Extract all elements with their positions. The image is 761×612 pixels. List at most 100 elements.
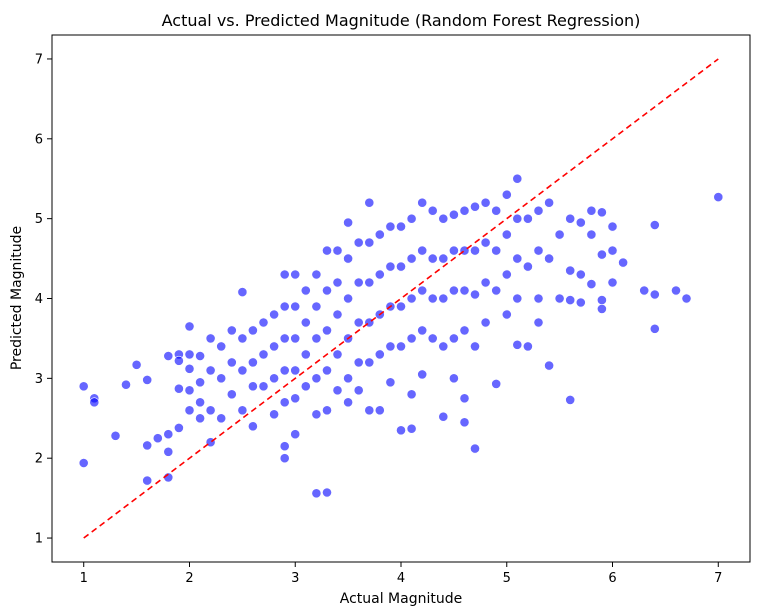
data-point bbox=[523, 213, 533, 224]
data-point bbox=[300, 349, 311, 360]
data-point bbox=[396, 301, 406, 312]
data-point bbox=[470, 201, 480, 212]
data-point bbox=[343, 373, 353, 384]
data-point bbox=[459, 205, 470, 216]
data-point bbox=[491, 205, 502, 216]
data-point bbox=[512, 173, 523, 184]
data-point bbox=[364, 405, 375, 416]
data-points bbox=[78, 173, 724, 499]
data-point bbox=[195, 413, 205, 424]
data-point bbox=[374, 269, 385, 280]
data-point bbox=[607, 277, 618, 288]
data-point bbox=[279, 441, 290, 452]
data-point bbox=[417, 245, 428, 256]
data-point bbox=[427, 333, 438, 344]
data-point bbox=[258, 381, 269, 392]
data-point bbox=[78, 458, 89, 468]
data-point bbox=[406, 293, 417, 304]
data-point bbox=[417, 369, 428, 380]
data-point bbox=[554, 293, 565, 304]
data-point bbox=[311, 409, 322, 420]
data-point bbox=[269, 409, 279, 420]
data-point bbox=[216, 341, 227, 352]
data-point bbox=[575, 269, 586, 280]
data-point bbox=[300, 317, 311, 328]
data-point bbox=[406, 333, 417, 344]
data-point bbox=[448, 245, 459, 256]
y-tick-label: 5 bbox=[35, 212, 43, 227]
y-tick-label: 1 bbox=[35, 532, 43, 547]
data-point bbox=[459, 417, 470, 428]
data-point bbox=[279, 365, 290, 376]
data-point bbox=[575, 217, 586, 228]
data-point bbox=[491, 378, 502, 389]
data-point bbox=[544, 253, 554, 264]
y-tick-label: 4 bbox=[35, 292, 43, 307]
data-point bbox=[565, 394, 576, 405]
data-point bbox=[512, 339, 523, 350]
data-point bbox=[269, 309, 279, 320]
data-point bbox=[322, 245, 332, 256]
data-point bbox=[480, 317, 491, 328]
data-point bbox=[649, 220, 660, 230]
data-point bbox=[470, 289, 480, 300]
data-point bbox=[501, 229, 512, 240]
data-point bbox=[533, 317, 544, 328]
data-point bbox=[142, 440, 153, 451]
data-point bbox=[343, 293, 353, 304]
data-point bbox=[184, 405, 195, 416]
data-point bbox=[269, 341, 279, 352]
data-point bbox=[353, 277, 364, 288]
data-point bbox=[448, 285, 459, 296]
data-point bbox=[417, 285, 428, 296]
data-point bbox=[427, 293, 438, 304]
data-point bbox=[364, 277, 375, 288]
data-point bbox=[205, 405, 216, 416]
data-point bbox=[311, 373, 322, 384]
data-point bbox=[396, 221, 406, 232]
data-point bbox=[343, 253, 353, 264]
data-point bbox=[713, 192, 724, 202]
data-point bbox=[311, 301, 322, 312]
data-point bbox=[459, 325, 470, 336]
data-point bbox=[649, 289, 660, 300]
y-tick-label: 3 bbox=[35, 372, 43, 387]
data-point bbox=[163, 429, 174, 440]
data-point bbox=[247, 357, 258, 368]
data-point bbox=[226, 357, 237, 368]
data-point bbox=[353, 317, 364, 328]
data-point bbox=[396, 341, 406, 352]
data-point bbox=[247, 421, 258, 432]
data-point bbox=[480, 197, 491, 208]
x-tick-label: 1 bbox=[80, 571, 88, 586]
x-tick-label: 6 bbox=[608, 571, 616, 586]
data-point bbox=[290, 429, 301, 440]
data-point bbox=[607, 221, 618, 232]
data-point bbox=[300, 381, 311, 392]
data-point bbox=[247, 381, 258, 392]
data-point bbox=[247, 325, 258, 336]
data-point bbox=[438, 411, 449, 422]
data-point bbox=[448, 373, 459, 384]
data-point bbox=[523, 261, 533, 272]
data-point bbox=[512, 213, 523, 224]
data-point bbox=[163, 446, 174, 457]
data-point bbox=[332, 277, 343, 288]
data-point bbox=[205, 365, 216, 376]
data-point bbox=[237, 287, 248, 297]
data-point bbox=[491, 245, 502, 256]
data-point bbox=[290, 269, 301, 280]
data-point bbox=[533, 205, 544, 216]
data-point bbox=[173, 422, 184, 433]
data-point bbox=[279, 269, 290, 280]
data-point bbox=[480, 237, 491, 248]
data-point bbox=[332, 309, 343, 320]
y-tick-label: 6 bbox=[35, 132, 43, 147]
data-point bbox=[237, 333, 248, 344]
data-point bbox=[205, 333, 216, 344]
data-point bbox=[607, 245, 618, 256]
data-point bbox=[406, 423, 417, 434]
data-point bbox=[618, 257, 628, 268]
data-point bbox=[121, 379, 131, 390]
data-point bbox=[374, 229, 385, 240]
